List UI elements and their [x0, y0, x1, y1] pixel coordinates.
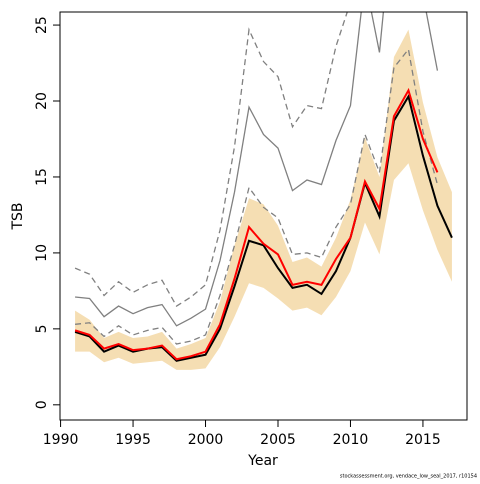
x-tick-label: 2005 [260, 432, 296, 448]
y-tick-label: 15 [34, 168, 50, 186]
series-line [75, 12, 439, 327]
y-tick-label: 25 [34, 16, 50, 34]
series-line [75, 47, 439, 345]
series-line [74, 12, 348, 307]
y-tick-label: 20 [34, 92, 50, 110]
confidence-band [75, 29, 452, 370]
y-axis-label: TSB [10, 202, 26, 230]
x-tick-label: 2010 [333, 432, 369, 448]
y-tick-label: 0 [34, 400, 50, 409]
plot-area [74, 12, 453, 370]
x-tick-label: 1995 [115, 432, 151, 448]
x-tick-label: 2000 [188, 432, 224, 448]
x-axis-label: Year [247, 453, 278, 469]
plot-frame [59, 11, 468, 421]
x-tick-label: 2015 [405, 432, 441, 448]
series-line [74, 87, 439, 361]
x-tick-label: 1990 [43, 432, 79, 448]
footnote: stockassessment.org, vendace_low_seal_20… [340, 474, 477, 480]
y-tick-label: 10 [34, 244, 50, 262]
y-tick-label: 5 [34, 324, 50, 333]
